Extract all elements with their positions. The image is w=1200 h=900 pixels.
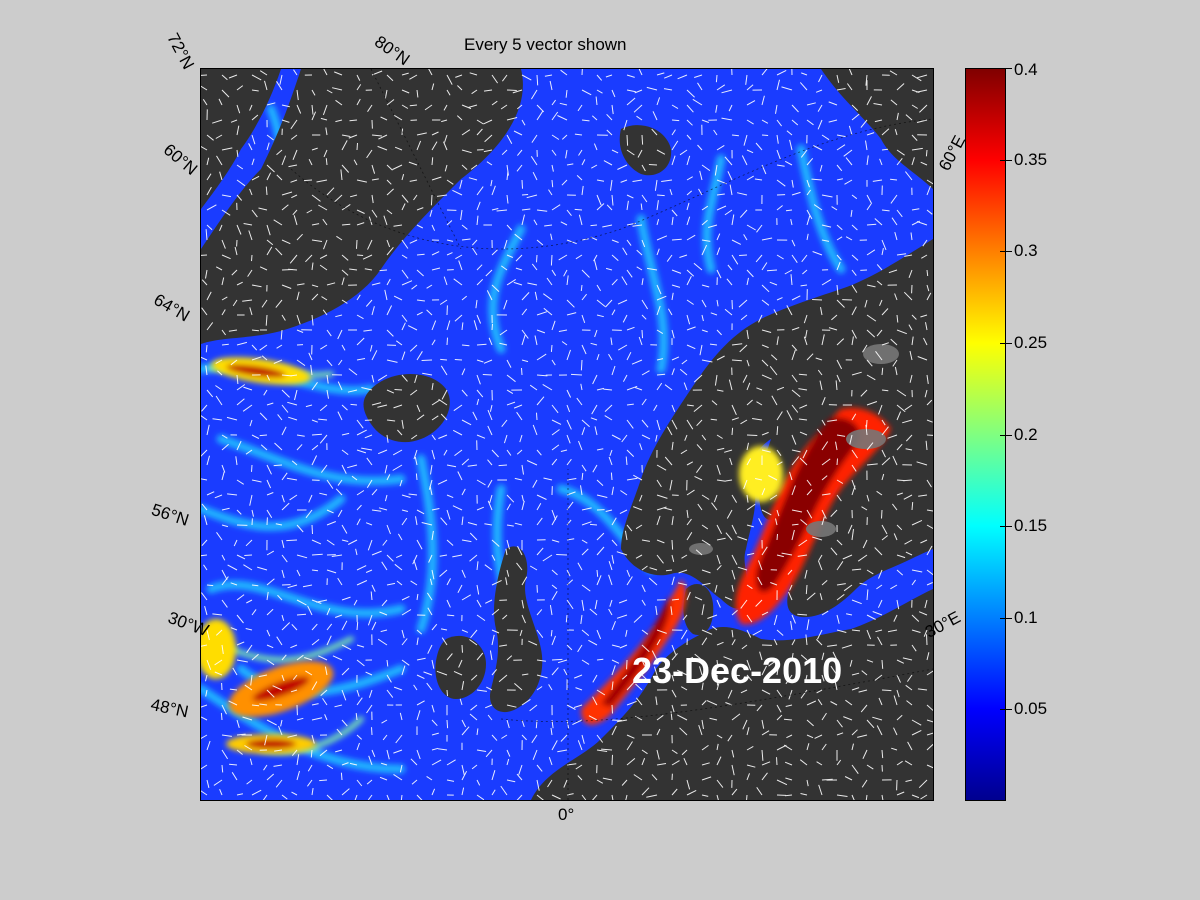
ireland-land: [435, 635, 486, 699]
colorbar-tick-mark: [1000, 435, 1006, 436]
colorbar-tick-mark: [1006, 251, 1012, 252]
colorbar: [965, 68, 1006, 801]
europe-land: [531, 589, 933, 800]
colorbar-tick-label: 0.4: [1014, 60, 1038, 79]
lat-label-60n: 60°N: [159, 140, 202, 179]
colorbar-tick-label: 0.15: [1014, 516, 1048, 536]
map-plot-area[interactable]: [200, 68, 934, 801]
colorbar-tick-mark: [1006, 68, 1012, 69]
colorbar-tick-mark: [1000, 343, 1006, 344]
colorbar-tick-label: 0.2: [1014, 424, 1038, 444]
current-vectors: [201, 69, 933, 800]
colorbar-tick-mark: [1006, 435, 1012, 436]
colorbar-tick-mark: [1000, 618, 1006, 619]
graticule: [290, 69, 933, 800]
colorbar-tick-mark: [1006, 709, 1012, 710]
colorbar-tick-label: 0.1: [1014, 607, 1038, 627]
colorbar-tick-mark: [1006, 618, 1012, 619]
date-label: 23-Dec-2010: [632, 650, 843, 691]
sea-ice-patches: [689, 344, 899, 555]
colorbar-tick-label: 0.25: [1014, 332, 1048, 352]
lat-label-72n: 72°N: [163, 30, 198, 73]
greenland-land: [201, 69, 523, 344]
colorbar-tick-mark: [1000, 709, 1006, 710]
colorbar-tick-label: 0.05: [1014, 699, 1048, 719]
scandinavia-land: [621, 239, 933, 618]
colorbar-tick-label: 0.3: [1014, 241, 1038, 261]
iceland-land: [363, 374, 450, 443]
lon-label-0: 0°: [558, 805, 575, 824]
colorbar-tick-mark: [1000, 526, 1006, 527]
colorbar-tick-mark: [1006, 343, 1012, 344]
lat-label-80n: 80°N: [371, 32, 414, 70]
land-masses: [201, 69, 933, 800]
great-britain-land: [490, 546, 543, 713]
colorbar-tick-mark: [1000, 68, 1006, 69]
arctic-islands-land: [821, 69, 933, 189]
colorbar-tick-mark: [1000, 160, 1006, 161]
denmark-land: [683, 584, 714, 635]
lat-label-48n: 48°N: [149, 695, 191, 722]
svalbard-land: [619, 125, 672, 176]
current-field-map: [201, 69, 933, 800]
colorbar-tick-label: 0.35: [1014, 149, 1048, 169]
map-title: Every 5 vector shown: [464, 35, 627, 54]
colorbar-tick-mark: [1006, 526, 1012, 527]
lat-label-64n: 64°N: [150, 290, 193, 326]
lat-label-56n: 56°N: [149, 500, 192, 530]
colorbar-tick-mark: [1006, 160, 1012, 161]
colorbar-tick-mark: [1000, 251, 1006, 252]
